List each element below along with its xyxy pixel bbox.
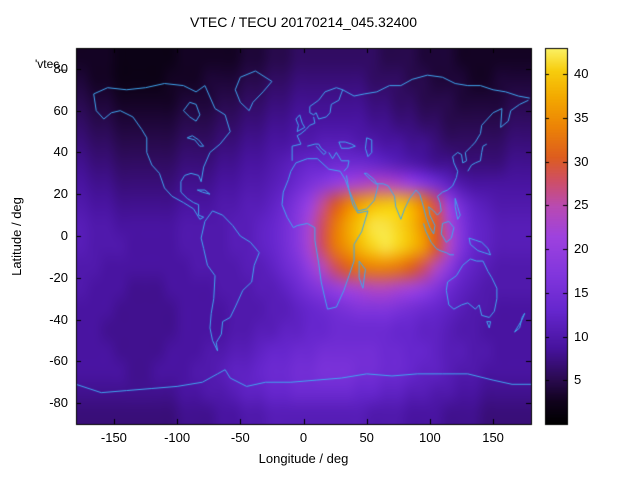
y-tick-label: 20 (53, 186, 68, 202)
x-tick-label: -100 (164, 430, 191, 445)
y-tick-label: -20 (49, 269, 68, 285)
x-tick-label: -50 (230, 430, 250, 445)
plot-title: VTEC / TECU 20170214_045.32400 (189, 14, 417, 30)
colorbar-tick-label: 25 (574, 197, 589, 213)
y-tick-label: -60 (49, 353, 68, 369)
x-axis-label: Longitude / deg (258, 451, 349, 466)
colorbar-tick-label: 30 (574, 153, 589, 169)
y-tick-label: 40 (53, 144, 68, 160)
x-tick-label: -150 (100, 430, 127, 445)
x-tick-label: 150 (482, 430, 504, 445)
y-tick-label: -80 (49, 395, 68, 411)
y-tick-label: 0 (60, 228, 68, 243)
y-tick-label: -40 (49, 311, 68, 327)
x-tick-label: 0 (299, 430, 308, 445)
x-tick-label: 100 (419, 430, 441, 445)
colorbar-tick-label: 5 (574, 372, 582, 388)
y-tick-label: 80 (53, 60, 68, 76)
colorbar-tick-label: 35 (574, 109, 589, 125)
colorbar-tick-label: 15 (574, 284, 589, 300)
x-tick-label: 50 (359, 430, 374, 445)
colorbar-tick-label: 20 (574, 241, 589, 257)
colorbar-tick-label: 40 (574, 66, 589, 82)
colorbar-tick-label: 10 (574, 328, 589, 344)
y-tick-label: 60 (53, 102, 68, 118)
series-key-label: 'vtec_ (35, 57, 66, 71)
